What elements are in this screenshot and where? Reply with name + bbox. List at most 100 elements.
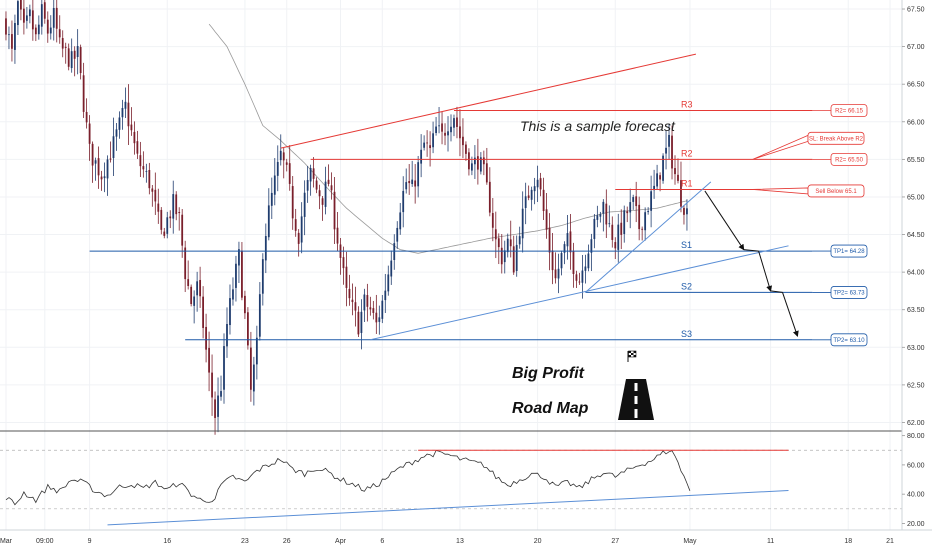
candle [43,0,46,24]
candle [127,84,130,145]
x-tick-label: Mar [0,538,13,545]
brand-line-2: Road Map [512,400,589,417]
callout-note: Sell Below 65.1 [752,184,865,198]
candle [112,117,115,177]
candle [121,99,124,130]
candle [479,152,482,175]
candle [136,130,139,160]
candle [14,14,16,64]
forecast-segment [782,292,799,337]
candle [273,158,276,206]
candle [363,288,366,322]
callout-level: TP2= 63.73 [812,286,868,299]
candle [590,233,593,272]
callout-note: SL: Break Above R2 [752,131,865,160]
candle [52,0,55,41]
candle [626,206,629,223]
candle [366,283,369,322]
candle [360,299,363,350]
candle [276,145,279,192]
candle [130,107,133,136]
x-tick-label: Apr [335,538,347,545]
candle [387,265,390,296]
candle [327,164,330,187]
candle [405,168,408,194]
forecast-segment [758,250,773,292]
candle [97,146,100,189]
candle [193,290,196,324]
callout-level: R2= 66.15 [812,104,868,117]
candle [214,391,216,435]
candle [282,148,285,179]
candle [22,0,25,35]
candle [450,114,452,142]
candle [285,158,288,172]
candle [414,164,417,204]
candle [462,118,464,159]
candle [423,135,426,151]
candle [518,226,521,249]
candle [142,151,145,178]
x-tick-label: 27 [611,538,619,545]
y-tick-label: 67.00 [907,44,925,51]
candle [318,184,321,210]
candle [456,106,458,139]
candle [163,227,166,239]
candle [154,172,157,215]
candle [20,0,22,21]
brand-line-1: Big Profit [512,365,585,382]
callout-level: TP2= 63.10 [812,333,868,347]
candle [644,207,647,241]
candle [512,235,515,275]
candle [459,109,461,157]
callout-label: R2= 66.15 [835,109,864,115]
x-tick-label: 20 [534,538,542,545]
candle [473,145,476,180]
candle [348,274,351,306]
candle [563,241,566,265]
rsi-tick-label: 40.00 [907,492,925,499]
candle [73,46,76,77]
candle [160,207,163,235]
y-tick-label: 62.00 [907,420,925,427]
y-tick-label: 65.00 [907,194,925,201]
candle [677,158,679,184]
candle [79,44,82,80]
candle [175,191,178,221]
callout-label: Sell Below 65.1 [815,189,857,195]
rsi-tick-label: 20.00 [907,521,925,528]
checkered-flag-icon [627,350,637,362]
candle [638,196,641,241]
candle [554,252,557,284]
candle [145,163,148,183]
candle [202,286,204,339]
y-tick-label: 64.00 [907,270,925,277]
level-label: S3 [681,329,692,339]
forecast-segment [743,249,759,252]
candle [656,164,658,190]
candle [312,157,315,188]
y-tick-label: 66.00 [907,119,925,126]
candle [309,164,312,196]
callout-label: TP1= 64.28 [833,249,865,255]
candle [378,305,381,335]
candle [596,205,599,228]
candle [650,175,653,228]
candle [82,62,85,118]
candle [426,130,429,157]
candle [384,273,387,314]
candle [632,194,635,210]
candle [100,170,103,191]
candle [381,294,384,324]
candle [545,192,548,239]
candle [617,213,620,263]
candle [139,141,142,178]
candle [67,43,70,71]
candle [444,123,446,146]
candle [211,354,213,416]
candle [438,107,440,134]
candle [109,141,112,163]
candle [599,211,602,223]
candle [124,87,127,118]
